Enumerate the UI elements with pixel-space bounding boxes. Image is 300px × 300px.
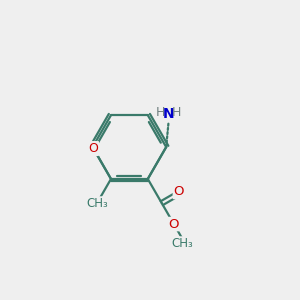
Text: H: H [156,106,166,119]
Text: CH₃: CH₃ [87,197,109,210]
Text: H: H [172,106,182,119]
Text: O: O [173,185,184,199]
Text: CH₃: CH₃ [171,237,193,250]
Text: O: O [88,142,98,155]
Text: O: O [169,218,179,231]
Text: N: N [163,107,174,121]
